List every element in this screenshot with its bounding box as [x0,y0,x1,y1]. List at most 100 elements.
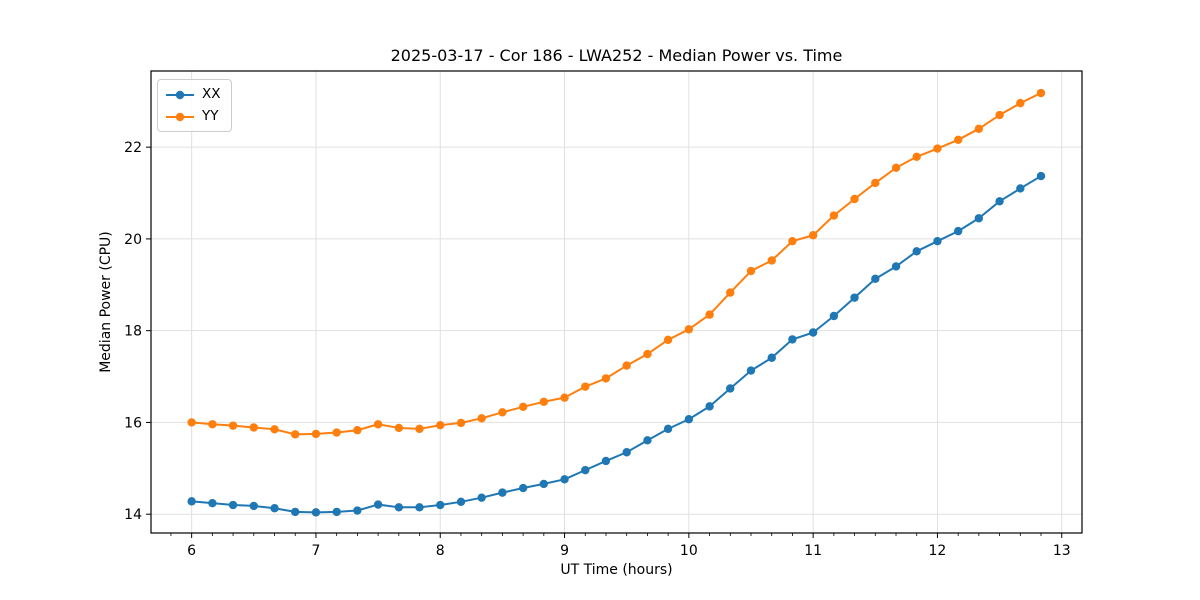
y-tick-label-22: 22 [124,140,142,156]
series-xx-point-36 [933,237,942,246]
series-yy-point-3 [249,423,258,432]
series-xx-point-27 [746,366,756,375]
series-xx-point-23 [663,424,673,434]
series-yy-point-20 [601,374,611,383]
y-tick-label-14: 14 [124,507,142,523]
series-yy-point-38 [974,124,984,134]
series-xx-point-18 [560,475,569,484]
y-tick-label-16: 16 [124,415,142,431]
series-yy-point-23 [663,335,673,345]
series-yy-point-26 [726,288,735,297]
series-yy-point-27 [746,266,756,276]
x-tick-label-12: 12 [929,543,947,559]
series-xx-point-12 [436,500,445,510]
series-xx-point-40 [1016,184,1025,193]
series-yy-point-18 [560,393,569,402]
x-tick-label-6: 6 [187,543,196,559]
series-xx-point-4 [270,504,279,513]
series-xx-point-16 [518,483,528,493]
chart-title: 2025-03-17 - Cor 186 - LWA252 - Median P… [390,46,843,65]
series-yy-point-17 [539,397,548,406]
legend: XX YY [157,79,232,132]
series-yy-point-4 [270,425,279,434]
series-xx-point-32 [850,293,859,302]
x-axis-label: UT Time (hours) [560,562,673,578]
series-xx-point-1 [208,498,217,508]
series-xx-point-10 [394,503,404,512]
series-yy-point-13 [456,418,466,428]
series-xx-point-15 [498,488,507,497]
series-yy-point-9 [373,420,383,429]
series-xx-point-26 [726,384,735,393]
series-yy-point-40 [1016,98,1025,108]
series-yy-point-34 [891,163,901,173]
legend-item-xx: XX [165,85,221,104]
series-yy-point-36 [933,144,942,153]
series-yy-point-24 [684,325,694,334]
x-tick-label-11: 11 [804,543,822,559]
series-yy-point-21 [622,361,631,370]
axes-spines [150,70,1083,534]
series-yy-point-22 [643,349,652,359]
x-tick-label-8: 8 [436,543,445,559]
series-xx-point-8 [353,506,362,515]
y-axis-label: Median Power (CPU) [98,231,114,373]
series-xx-point-17 [539,479,548,489]
legend-label-yy: YY [202,108,219,124]
series-yy-point-15 [498,408,507,417]
series-yy-point-29 [788,237,797,246]
legend-marker-xx-icon [166,90,194,99]
series-xx-point-2 [228,500,238,510]
series-yy-point-39 [995,110,1004,120]
series-xx-point-41 [1036,171,1046,181]
series-yy-point-25 [705,310,714,319]
series-xx-point-6 [311,508,321,517]
series-xx-point-14 [477,493,486,502]
legend-item-yy: YY [165,107,221,126]
series-xx-point-9 [373,500,383,509]
series-yy-point-1 [208,420,217,429]
series-yy-point-33 [871,178,880,188]
series-xx-point-31 [829,311,839,321]
series-xx-point-37 [953,226,963,236]
series-yy-point-7 [332,428,341,437]
series-yy-line [190,92,1042,436]
series-xx-point-28 [767,353,776,362]
series-yy-point-16 [518,402,528,412]
legend-marker-yy-icon [166,112,194,121]
y-tick-label-20: 20 [124,232,142,248]
series-xx-point-21 [622,448,631,457]
series-yy-point-5 [290,430,300,439]
series-xx-point-5 [290,507,300,517]
series-xx-point-22 [643,436,652,445]
series-xx-point-30 [808,328,818,337]
series-xx-point-11 [415,503,424,512]
series-xx-point-25 [705,402,714,411]
series-yy-point-11 [415,424,424,434]
series-xx-point-20 [601,456,611,466]
series-xx-point-13 [456,497,466,507]
series-xx-point-33 [871,274,880,284]
x-tick-label-7: 7 [311,543,320,559]
series-xx-line [190,175,1042,514]
series-xx-point-35 [912,247,921,256]
series-xx-point-39 [995,197,1004,206]
x-tick-label-9: 9 [560,543,569,559]
x-tick-label-10: 10 [680,543,698,559]
y-tick-label-18: 18 [124,324,142,340]
series-xx-point-3 [249,501,258,511]
series-yy-point-30 [808,231,818,240]
series-yy-point-8 [353,426,362,435]
series-yy-point-32 [850,194,859,204]
series-xx-point-29 [788,335,797,344]
series-xx-point-24 [684,415,694,424]
legend-label-xx: XX [202,86,221,102]
x-tick-label-13: 13 [1053,543,1071,559]
series-yy-point-19 [581,382,590,391]
series-yy-point-37 [953,135,963,145]
series-yy-point-31 [829,211,839,220]
series-xx-point-19 [581,465,590,475]
series-yy-point-35 [912,152,921,161]
